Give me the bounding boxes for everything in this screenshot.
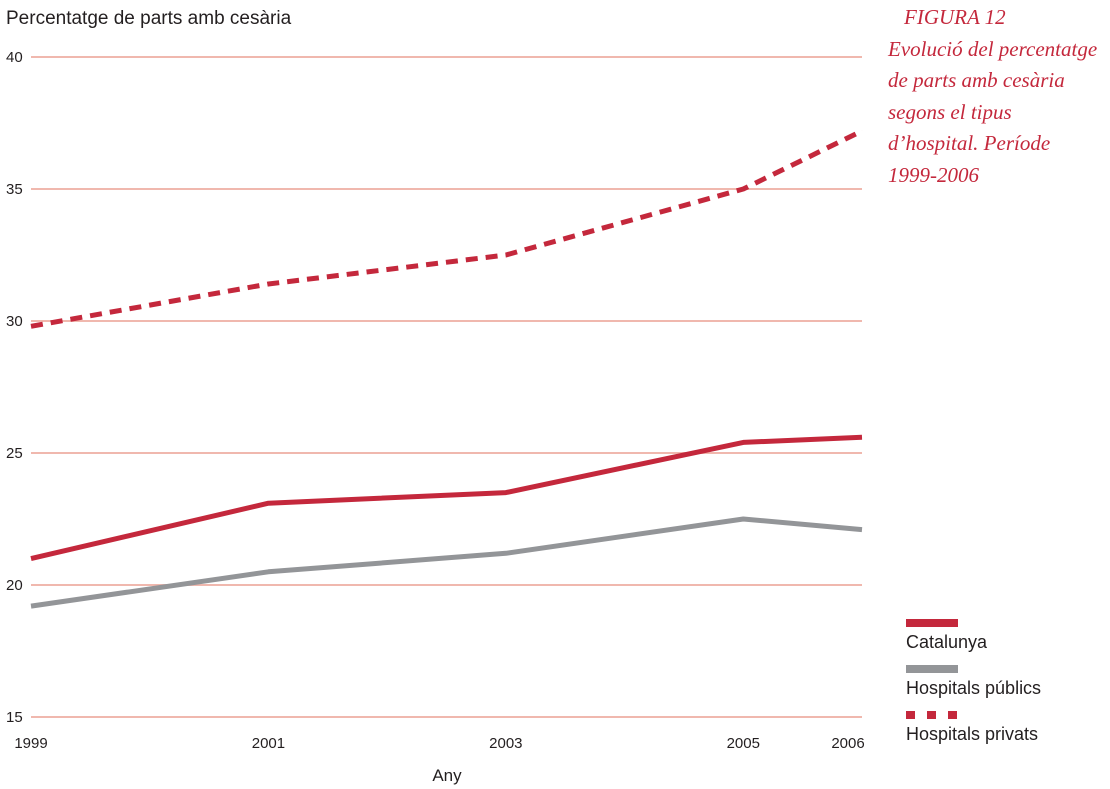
y-tick-label-40: 40 [6, 49, 23, 66]
legend-label-hospitals-privats: Hospitals privats [906, 724, 1039, 744]
x-tick-label-2005: 2005 [727, 735, 760, 752]
x-tick-label-2003: 2003 [489, 735, 522, 752]
y-tick-label-35: 35 [6, 181, 23, 198]
series-line-catalunya [30, 434, 863, 562]
chart-legend: Catalunya Hospitals públics Hospitals pr… [906, 619, 1106, 757]
series-line-hospitals-privats [30, 128, 864, 329]
y-axis-title: Percentatge de parts amb cesària [6, 8, 292, 29]
legend-label-catalunya: Catalunya [906, 632, 988, 652]
legend-swatch-hospitals-privats [906, 711, 958, 719]
x-axis-title: Any [432, 766, 462, 785]
y-tick-label-25: 25 [6, 445, 23, 462]
figure-description: Evolució del percentatge de parts amb ce… [888, 36, 1098, 187]
figure-number: FIGURA 12 [904, 5, 1006, 29]
x-tick-label-2001: 2001 [252, 735, 285, 752]
series-lines [30, 128, 864, 609]
legend-item-catalunya: Catalunya [906, 619, 1106, 665]
x-tick-label-2006: 2006 [831, 735, 864, 752]
y-tick-label-20: 20 [6, 577, 23, 594]
legend-item-hospitals-privats: Hospitals privats [906, 711, 1106, 757]
figure-caption: FIGURA 12 Evolució del percentatge de pa… [888, 2, 1103, 191]
legend-swatch-hospitals-publics [906, 665, 958, 673]
legend-swatch-catalunya [906, 619, 958, 627]
y-tick-label-15: 15 [6, 709, 23, 726]
grid-lines [31, 56, 862, 718]
legend-item-hospitals-publics: Hospitals públics [906, 665, 1106, 711]
y-tick-labels: 15 20 25 30 35 40 [6, 49, 23, 726]
x-tick-label-1999: 1999 [14, 735, 47, 752]
legend-label-hospitals-publics: Hospitals públics [906, 678, 1042, 698]
x-tick-labels: 1999 2001 2003 2005 2006 [14, 735, 864, 752]
y-tick-label-30: 30 [6, 313, 23, 330]
